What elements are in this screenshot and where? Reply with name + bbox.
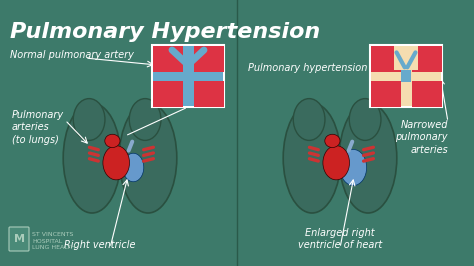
FancyArrowPatch shape: [190, 50, 204, 63]
FancyArrowPatch shape: [310, 159, 319, 161]
Text: Right ventricle: Right ventricle: [64, 240, 136, 250]
FancyArrowPatch shape: [144, 159, 154, 161]
FancyArrowPatch shape: [364, 159, 374, 161]
Text: ST VINCENTS
HOSPITAL
LUNG HEALTH: ST VINCENTS HOSPITAL LUNG HEALTH: [32, 232, 75, 250]
FancyArrowPatch shape: [90, 159, 98, 161]
FancyArrowPatch shape: [172, 50, 186, 63]
Text: Pulmonary
arteries
(to lungs): Pulmonary arteries (to lungs): [12, 110, 64, 145]
FancyArrowPatch shape: [364, 153, 374, 155]
Ellipse shape: [103, 146, 129, 180]
Ellipse shape: [349, 99, 381, 140]
FancyBboxPatch shape: [401, 70, 411, 82]
FancyBboxPatch shape: [371, 81, 401, 107]
FancyArrowPatch shape: [144, 153, 154, 155]
Ellipse shape: [119, 103, 177, 213]
FancyBboxPatch shape: [194, 46, 224, 72]
FancyArrowPatch shape: [310, 147, 319, 150]
Ellipse shape: [293, 99, 325, 140]
Ellipse shape: [105, 134, 120, 148]
FancyBboxPatch shape: [412, 81, 442, 107]
FancyBboxPatch shape: [152, 45, 224, 107]
FancyBboxPatch shape: [178, 65, 198, 86]
Ellipse shape: [325, 134, 340, 148]
FancyBboxPatch shape: [394, 46, 418, 70]
FancyBboxPatch shape: [370, 45, 442, 107]
FancyArrowPatch shape: [128, 142, 132, 151]
Ellipse shape: [63, 103, 121, 213]
Text: Pulmonary hypertension: Pulmonary hypertension: [248, 63, 367, 73]
Ellipse shape: [283, 103, 341, 213]
Ellipse shape: [339, 103, 397, 213]
Text: Enlarged right
ventricle of heart: Enlarged right ventricle of heart: [298, 228, 382, 250]
Text: Narrowed
pulmonary
arteries: Narrowed pulmonary arteries: [395, 120, 448, 155]
FancyArrowPatch shape: [407, 52, 416, 67]
FancyArrowPatch shape: [310, 153, 319, 155]
FancyBboxPatch shape: [153, 46, 223, 106]
FancyArrowPatch shape: [364, 147, 374, 150]
Ellipse shape: [123, 153, 144, 182]
FancyBboxPatch shape: [371, 46, 401, 72]
FancyArrowPatch shape: [397, 52, 405, 67]
Ellipse shape: [323, 146, 349, 180]
FancyArrowPatch shape: [144, 147, 154, 150]
FancyArrowPatch shape: [90, 147, 98, 150]
Text: Normal pulmonary artery: Normal pulmonary artery: [10, 50, 134, 60]
FancyBboxPatch shape: [9, 227, 29, 251]
FancyBboxPatch shape: [153, 46, 183, 72]
Ellipse shape: [73, 99, 105, 140]
Text: Pulmonary Hypertension: Pulmonary Hypertension: [10, 22, 320, 42]
FancyBboxPatch shape: [412, 46, 442, 72]
Ellipse shape: [129, 99, 161, 140]
FancyBboxPatch shape: [371, 46, 441, 106]
FancyArrowPatch shape: [90, 153, 98, 155]
FancyArrowPatch shape: [349, 142, 352, 151]
FancyBboxPatch shape: [194, 81, 224, 107]
Text: M: M: [13, 234, 25, 244]
FancyBboxPatch shape: [153, 81, 183, 107]
Ellipse shape: [340, 149, 366, 186]
